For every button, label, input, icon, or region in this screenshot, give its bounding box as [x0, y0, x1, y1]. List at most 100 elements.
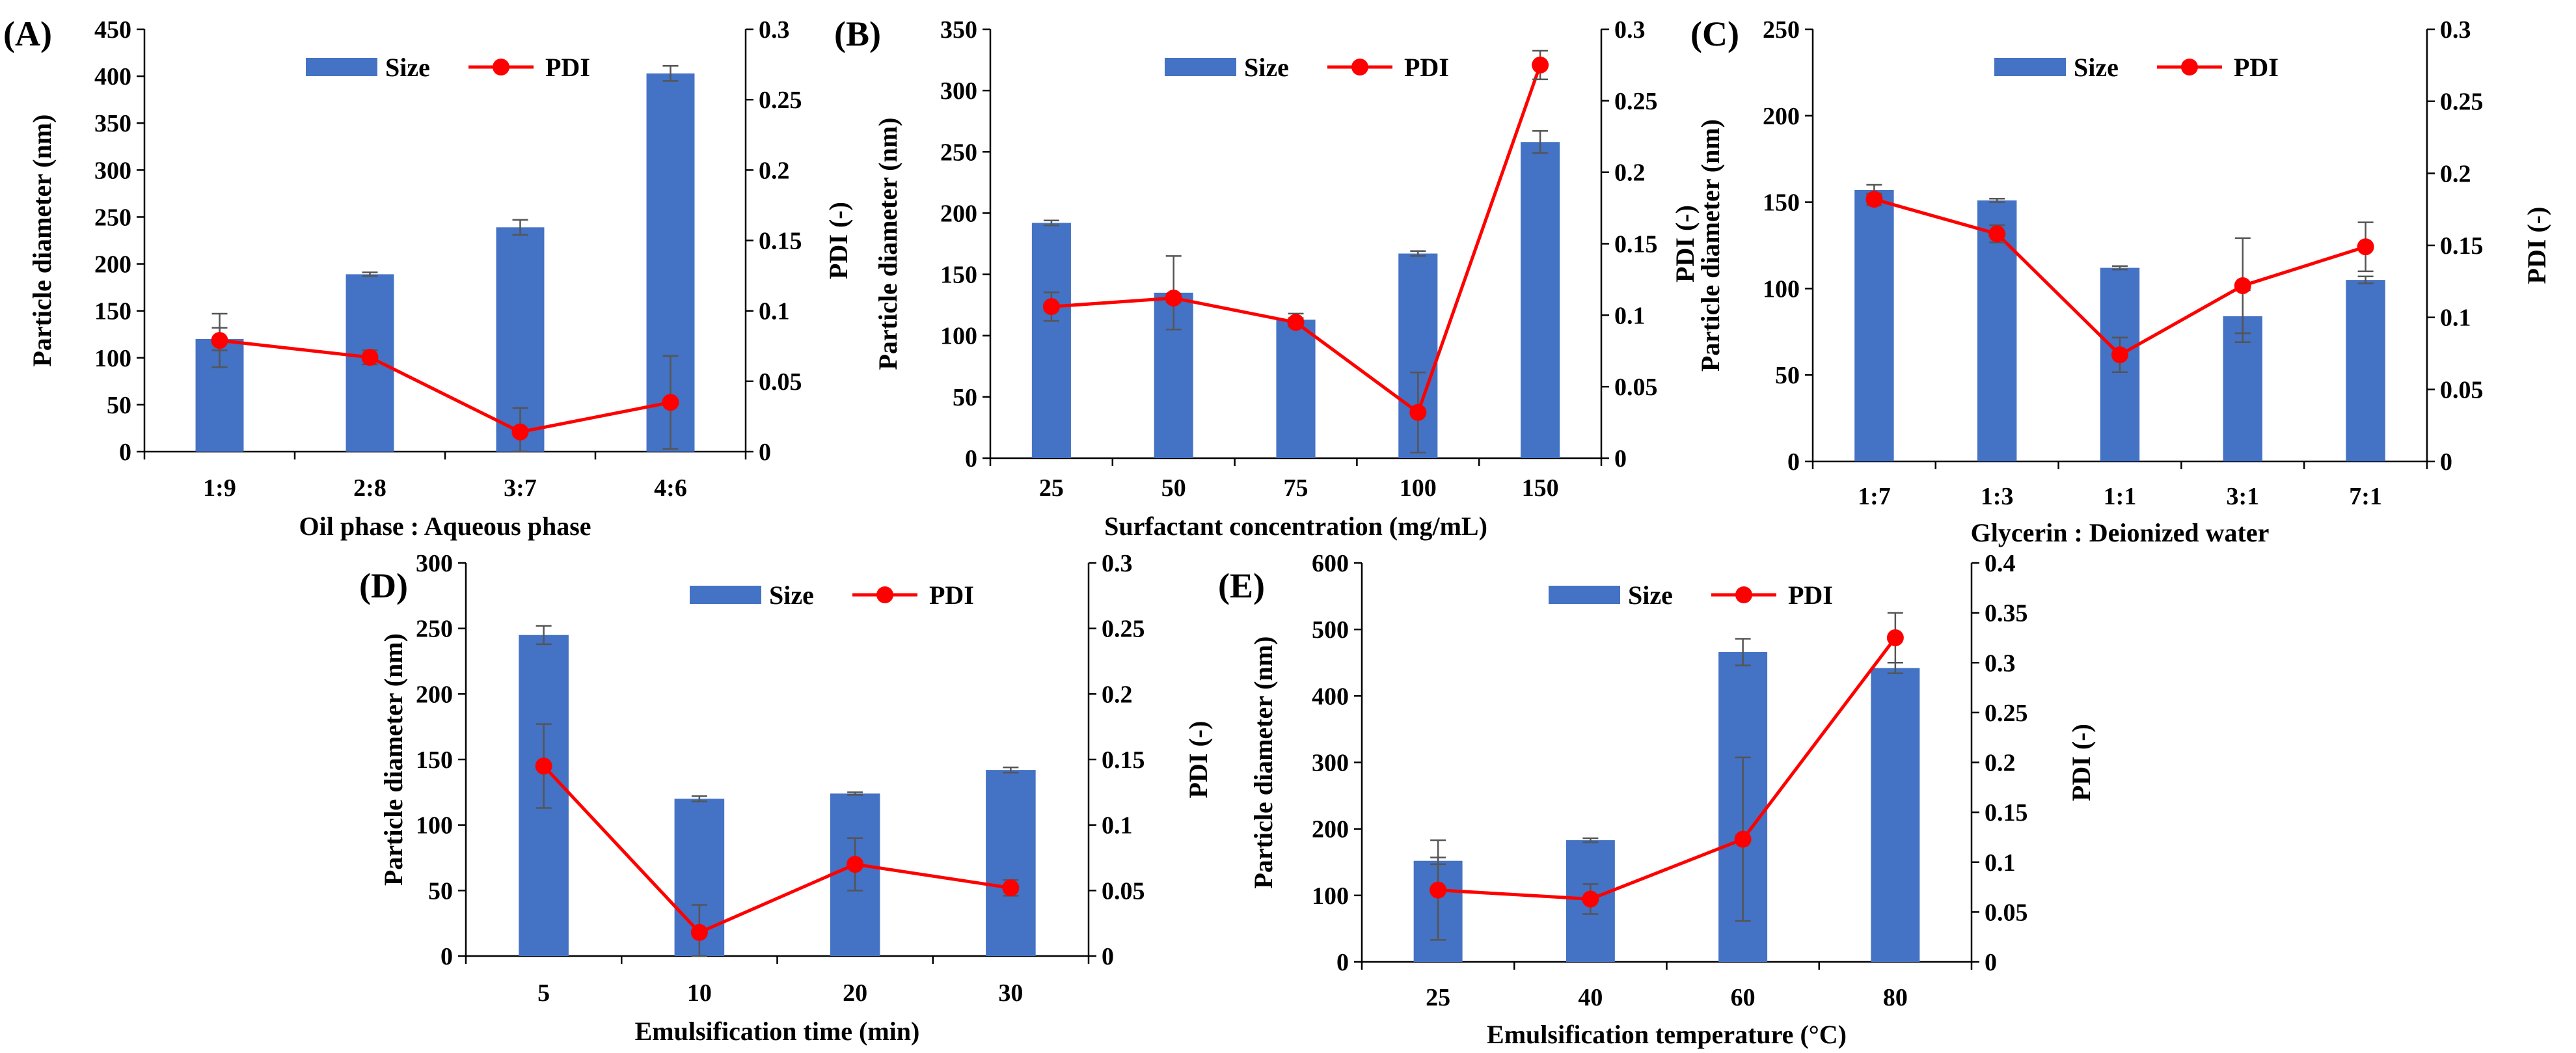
- y2-tick-label: 0: [2440, 448, 2452, 476]
- y2-tick-label: 0: [1102, 943, 1114, 970]
- y2-tick-label: 0.2: [2440, 160, 2471, 187]
- legend: Size PDI: [690, 581, 974, 610]
- y2-axis-title: PDI (-): [2067, 724, 2096, 801]
- chart-panel-e: 0 100 200 300 400 500 600 0 0.05 0.1 0.15 0.2 0.25 0.…: [1218, 550, 2096, 1049]
- y-tick-label: 150: [94, 298, 131, 325]
- y-tick-label: 50: [107, 392, 131, 419]
- x-tick-label: 3:7: [504, 474, 537, 502]
- legend-pdi-marker: [1735, 586, 1752, 603]
- y-tick-label: 150: [940, 262, 977, 289]
- y-axis-title: Particle diameter (nm): [1249, 636, 1278, 889]
- x-tick-label: 60: [1731, 984, 1756, 1011]
- x-tick-label: 75: [1284, 474, 1308, 502]
- panel-label: (E): [1218, 566, 1265, 605]
- y-tick-label: 0: [1787, 448, 1800, 476]
- legend-size-label: Size: [769, 581, 814, 610]
- x-tick-label: 7:1: [2349, 483, 2382, 510]
- legend-pdi-label: PDI: [2234, 53, 2279, 82]
- x-tick-label: 25: [1039, 474, 1064, 502]
- y-tick-label: 150: [416, 746, 453, 774]
- y-axis-title: Particle diameter (nm): [1696, 119, 1725, 372]
- pdi-line: [1437, 636, 1897, 901]
- panel-label: (B): [834, 14, 881, 53]
- x-axis-title: Emulsification temperature (°C): [1487, 1020, 1847, 1049]
- y2-tick-label: 0: [1614, 445, 1627, 472]
- y2-tick-label: 0: [759, 439, 771, 466]
- y2-tick-label: 0.15: [1102, 746, 1145, 774]
- y-tick-label: 450: [94, 16, 131, 44]
- y-tick-label: 100: [1312, 882, 1349, 910]
- pdi-point: [1988, 225, 2006, 243]
- x-tick-label: 1:1: [2104, 483, 2137, 510]
- y2-axis-title: PDI (-): [1670, 205, 1700, 282]
- legend-size-swatch: [1165, 58, 1236, 76]
- legend: Size PDI: [1994, 53, 2279, 82]
- x-tick-label: 20: [843, 979, 867, 1007]
- x-tick-label: 40: [1578, 984, 1603, 1011]
- pdi-point: [2234, 277, 2251, 294]
- pdi-line: [542, 765, 1011, 935]
- pdi-point: [847, 856, 864, 873]
- size-bar: [1854, 190, 1894, 461]
- y-tick-label: 50: [953, 384, 977, 411]
- y-tick-label: 50: [428, 877, 453, 905]
- legend-pdi-label: PDI: [545, 53, 590, 82]
- y-tick-label: 300: [94, 157, 131, 184]
- y2-tick-label: 0.3: [759, 16, 790, 44]
- x-axis-title: Emulsification time (min): [635, 1017, 920, 1046]
- pdi-point: [662, 394, 679, 411]
- y2-tick-label: 0.15: [759, 228, 802, 255]
- y-tick-label: 50: [1775, 362, 1800, 389]
- y-tick-label: 500: [1312, 616, 1349, 644]
- x-tick-label: 100: [1400, 474, 1437, 502]
- legend-size-swatch: [1994, 58, 2066, 76]
- y-tick-label: 300: [416, 550, 453, 577]
- y-tick-label: 350: [94, 110, 131, 137]
- size-bar: [1031, 223, 1071, 458]
- size-bar: [1521, 142, 1560, 459]
- x-tick-label: 30: [998, 979, 1023, 1007]
- y2-tick-label: 0.05: [759, 368, 802, 396]
- y-tick-label: 400: [94, 63, 131, 90]
- y2-tick-label: 0.2: [759, 157, 790, 184]
- y-tick-label: 0: [119, 439, 131, 466]
- y2-axis-title: PDI (-): [824, 202, 853, 279]
- y-tick-label: 250: [416, 616, 453, 643]
- y2-tick-label: 0.05: [1985, 899, 2028, 926]
- legend-size-label: Size: [2074, 53, 2119, 82]
- y-tick-label: 200: [416, 681, 453, 708]
- legend-pdi-marker: [876, 586, 893, 603]
- x-tick-label: 1:7: [1858, 483, 1891, 510]
- y2-tick-label: 0.3: [1614, 16, 1646, 44]
- y-tick-label: 400: [1312, 683, 1349, 710]
- legend-size-label: Size: [385, 53, 430, 82]
- y-axis-title: Particle diameter (nm): [379, 633, 408, 886]
- y2-tick-label: 0.25: [1985, 700, 2028, 727]
- pdi-point: [1582, 890, 1599, 908]
- x-axis-title: Glycerin : Deionized water: [1971, 518, 2270, 547]
- pdi-point: [211, 332, 228, 349]
- legend: Size PDI: [306, 53, 590, 82]
- pdi-line: [219, 338, 671, 434]
- y2-tick-label: 0.1: [1102, 812, 1133, 840]
- pdi-point: [535, 758, 552, 775]
- x-axis-title: Oil phase : Aqueous phase: [299, 512, 591, 541]
- y2-tick-label: 0.1: [1985, 849, 2016, 877]
- legend-size-swatch: [690, 586, 761, 604]
- y2-tick-label: 0.25: [759, 87, 802, 114]
- y-tick-label: 200: [1312, 816, 1349, 843]
- y2-tick-label: 0.2: [1102, 681, 1133, 708]
- pdi-point: [1002, 879, 1020, 897]
- pdi-point: [2357, 238, 2374, 256]
- y2-tick-label: 0.2: [1985, 750, 2016, 777]
- x-tick-label: 3:1: [2226, 483, 2259, 510]
- y2-tick-label: 0.05: [2440, 376, 2484, 403]
- y2-tick-label: 0.25: [2440, 89, 2484, 116]
- y2-tick-label: 0.3: [1102, 550, 1133, 577]
- y-tick-label: 100: [416, 812, 453, 840]
- y2-tick-label: 0.2: [1614, 159, 1646, 187]
- y-tick-label: 300: [940, 77, 977, 105]
- y2-axis-title: PDI (-): [2522, 207, 2551, 284]
- y-tick-label: 200: [94, 251, 131, 279]
- y2-tick-label: 0.05: [1614, 374, 1658, 401]
